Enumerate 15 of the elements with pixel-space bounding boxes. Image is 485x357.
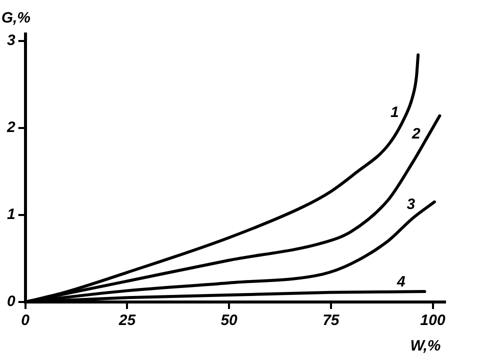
- series-label: 4: [396, 273, 406, 290]
- series-label: 3: [406, 196, 416, 213]
- series-label: 2: [411, 126, 422, 143]
- y-tick-label: 3: [7, 32, 16, 50]
- y-tick-label: 2: [6, 119, 16, 136]
- x-axis-title: W,%: [410, 338, 441, 355]
- y-tick-label: 1: [7, 206, 16, 224]
- x-tick-label: 75: [322, 312, 340, 330]
- x-tick-label: 25: [118, 312, 136, 330]
- y-axis-title: G,%: [1, 10, 31, 27]
- x-tick-label: 0: [21, 312, 30, 330]
- x-tick-label: 100: [420, 312, 446, 330]
- x-tick-label: 50: [220, 312, 238, 330]
- y-tick-label: 0: [7, 293, 16, 310]
- series-label: 1: [390, 104, 399, 122]
